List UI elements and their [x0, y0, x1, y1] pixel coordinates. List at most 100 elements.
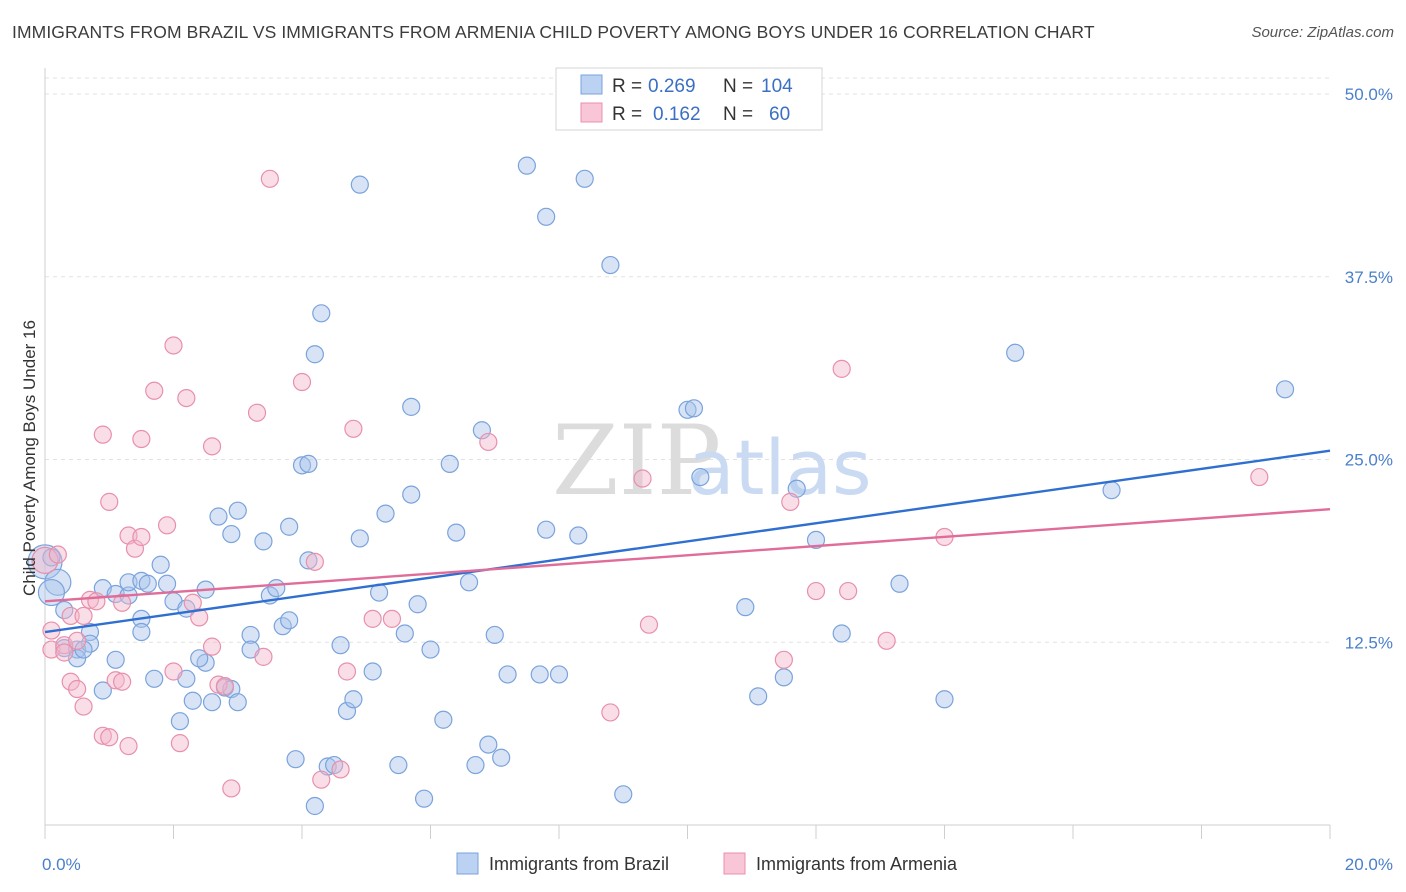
point-brazil-100: [1006, 343, 1025, 362]
point-brazil-13: [106, 650, 125, 669]
point-armenia-61: [1250, 467, 1269, 487]
gridlines: [45, 77, 1330, 643]
point-armenia-13: [87, 592, 106, 611]
point-armenia-54: [774, 650, 793, 669]
point-armenia-31: [177, 388, 196, 408]
point-brazil-56: [337, 701, 357, 721]
point-brazil-88: [614, 785, 633, 804]
point-armenia-0: [31, 546, 59, 574]
point-armenia-44: [312, 770, 331, 789]
point-armenia-15: [93, 425, 112, 444]
point-brazil-17: [138, 574, 157, 593]
point-brazil-49: [299, 551, 318, 570]
legend-r-label-armenia: R =: [612, 104, 642, 125]
point-armenia-23: [125, 539, 145, 558]
point-brazil-31: [209, 507, 228, 526]
point-brazil-66: [402, 397, 421, 416]
point-brazil-86: [575, 169, 594, 188]
point-brazil-81: [530, 665, 549, 684]
point-brazil-99: [935, 690, 954, 709]
point-armenia-35: [202, 437, 222, 456]
bottom-legend-swatch-brazil: [456, 852, 479, 875]
point-brazil-45: [280, 611, 299, 630]
tick-labels: 12.5% 25.0% 37.5% 50.0% 0.0% 20.0%: [42, 85, 1393, 874]
point-brazil-27: [183, 691, 202, 710]
x-tick-label-1: 20.0%: [1345, 855, 1393, 874]
point-brazil-96: [806, 530, 826, 550]
chart-title: IMMIGRANTS FROM BRAZIL VS IMMIGRANTS FRO…: [12, 22, 1095, 42]
point-armenia-59: [877, 631, 896, 650]
point-brazil-90: [684, 399, 704, 418]
point-brazil-102: [1275, 380, 1295, 399]
point-armenia-19: [112, 672, 132, 691]
point-armenia-47: [344, 419, 363, 438]
legend-r-value-armenia: 0.162: [653, 104, 701, 125]
point-brazil-51: [312, 304, 331, 323]
point-brazil-78: [492, 748, 511, 767]
chart-source: Source: ZipAtlas.com: [1251, 24, 1394, 41]
point-armenia-36: [209, 675, 228, 694]
watermark: ZIP atlas: [552, 405, 872, 517]
point-brazil-72: [447, 523, 466, 542]
point-brazil-44: [280, 517, 299, 536]
point-armenia-51: [601, 703, 620, 722]
point-brazil-47: [292, 456, 312, 475]
point-brazil-76: [479, 735, 498, 754]
point-armenia-52: [633, 469, 652, 488]
trend-lines: [44, 449, 1331, 634]
point-brazil-37: [228, 693, 247, 712]
point-armenia-18: [106, 671, 125, 690]
point-armenia-7: [61, 672, 80, 691]
point-armenia-14: [93, 726, 112, 745]
point-brazil-29: [190, 649, 209, 668]
point-brazil-91: [691, 467, 710, 487]
point-brazil-58: [350, 175, 369, 194]
legend-r-value-brazil: 0.269: [648, 76, 696, 97]
point-armenia-30: [170, 734, 190, 753]
point-brazil-59: [350, 529, 369, 548]
point-armenia-17: [100, 492, 119, 511]
point-brazil-98: [890, 574, 909, 593]
legend-swatch-armenia: [580, 102, 603, 123]
point-brazil-82: [537, 520, 556, 539]
legend-n-value-armenia: 60: [769, 104, 790, 125]
point-armenia-45: [331, 760, 350, 779]
point-armenia-56: [806, 581, 826, 601]
point-brazil-70: [434, 710, 453, 729]
point-brazil-69: [421, 640, 440, 659]
bottom-legend: Immigrants from Brazil Immigrants from A…: [456, 852, 958, 875]
legend-n-label-armenia: N =: [723, 104, 753, 125]
point-brazil-75: [472, 421, 491, 440]
legend-n-value-brazil: 104: [761, 76, 793, 97]
point-brazil-87: [601, 255, 620, 275]
point-armenia-16: [100, 728, 119, 747]
point-brazil-36: [228, 501, 247, 520]
bottom-legend-label-armenia: Immigrants from Armenia: [756, 854, 958, 874]
point-brazil-42: [267, 579, 286, 598]
point-armenia-46: [337, 662, 357, 681]
point-armenia-48: [363, 609, 382, 628]
point-armenia-58: [839, 581, 858, 601]
point-armenia-27: [157, 516, 177, 535]
point-brazil-22: [157, 574, 177, 593]
point-armenia-26: [145, 381, 164, 400]
legend: R = 0.269 N = 104 R = 0.162 N = 60: [555, 67, 823, 131]
x-tick-label-0: 0.0%: [42, 855, 81, 874]
point-brazil-80: [517, 156, 536, 175]
point-brazil-71: [440, 454, 459, 473]
point-brazil-101: [1102, 481, 1121, 500]
point-brazil-79: [498, 665, 517, 684]
legend-swatch-brazil: [580, 74, 603, 95]
y-axis-label: Child Poverty Among Boys Under 16: [20, 320, 39, 596]
point-brazil-83: [537, 207, 556, 226]
y-tick-label-3: 50.0%: [1345, 85, 1393, 104]
point-brazil-52: [305, 796, 324, 816]
point-armenia-28: [164, 662, 183, 681]
point-brazil-32: [202, 693, 222, 712]
point-armenia-24: [132, 527, 151, 547]
point-armenia-55: [781, 492, 800, 511]
point-brazil-77: [485, 625, 504, 645]
y-tick-label-1: 25.0%: [1345, 451, 1393, 470]
legend-r-label-brazil: R =: [612, 76, 642, 97]
